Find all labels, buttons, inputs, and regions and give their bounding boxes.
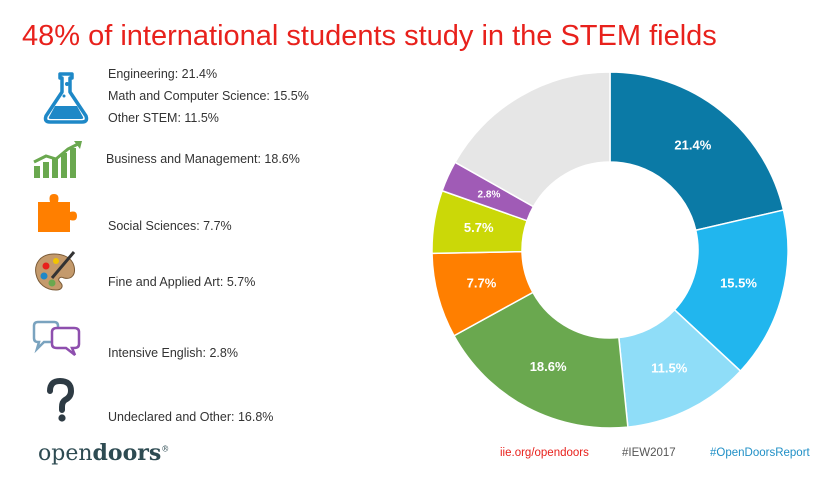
page-title: 48% of international students study in t… [22, 20, 717, 52]
legend-social: Social Sciences: 7.7% [108, 219, 232, 233]
opendoorsreport-hashtag[interactable]: #OpenDoorsReport [710, 447, 810, 459]
donut-label-3: 11.5% [651, 361, 688, 376]
legend-engineering: Engineering: 21.4% [108, 67, 218, 81]
legend-undeclared: Undeclared and Other: 16.8% [108, 410, 274, 424]
flask-icon [43, 72, 89, 124]
donut-label-2: 15.5% [720, 276, 757, 291]
donut-label-1: 21.4% [674, 137, 711, 152]
donut-label-5: 7.7% [467, 276, 497, 291]
iew2017-hashtag[interactable]: #IEW2017 [622, 447, 676, 459]
paint-palette-icon [35, 251, 76, 291]
logo-registered-mark: ® [161, 444, 170, 454]
donut-slice-8 [454, 71, 611, 208]
logo-light-text: open [38, 441, 93, 466]
legend-other-stem: Other STEM: 11.5% [108, 111, 219, 125]
donut-label-6: 5.7% [464, 220, 494, 235]
donut-chart: 21.4% 15.5% 11.5% 18.6% 7.7% 5.7% 2.8% [431, 71, 789, 429]
legend-english: Intensive English: 2.8% [108, 346, 238, 360]
donut-labels: 21.4% 15.5% 11.5% 18.6% 7.7% 5.7% 2.8% [464, 137, 757, 375]
legend-fine-art: Fine and Applied Art: 5.7% [108, 275, 256, 289]
donut-slice-2 [673, 209, 789, 373]
donut-label-4: 18.6% [530, 359, 567, 374]
opendoors-logo: opendoors® [38, 440, 169, 466]
iie-opendoors-link[interactable]: iie.org/opendoors [500, 447, 589, 459]
legend-business: Business and Management: 18.6% [106, 152, 300, 166]
bar-chart-growth-icon [33, 141, 82, 178]
donut-slices [431, 71, 789, 429]
logo-bold-text: doors [92, 440, 162, 466]
legend-math-cs: Math and Computer Science: 15.5% [108, 89, 309, 103]
donut-slice-1 [609, 71, 785, 232]
speech-bubbles-icon [32, 320, 81, 356]
donut-label-7: 2.8% [478, 190, 501, 201]
question-mark-icon [47, 378, 75, 422]
donut-slice-4 [452, 291, 629, 429]
puzzle-piece-icon [38, 194, 77, 232]
